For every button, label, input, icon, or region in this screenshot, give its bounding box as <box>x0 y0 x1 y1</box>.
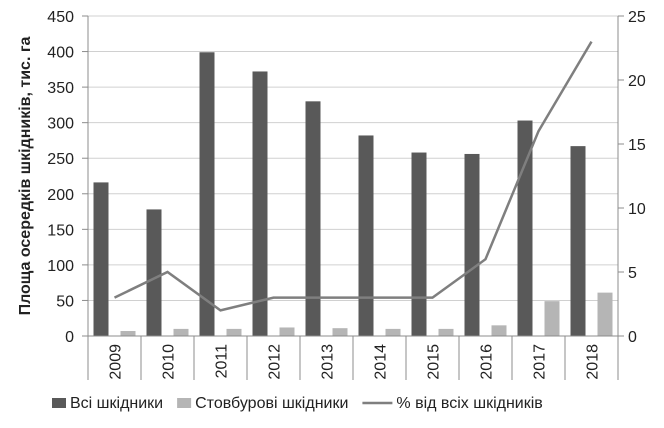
x-tick-label: 2017 <box>532 344 549 380</box>
legend-swatch <box>52 398 66 408</box>
bar-all-pests <box>570 146 586 336</box>
x-tick-label: 2011 <box>214 344 231 379</box>
x-tick-label: 2012 <box>267 344 284 380</box>
y-tick-label: 400 <box>47 45 74 62</box>
legend-label: % від всіх шкідників <box>396 395 542 412</box>
y-tick-label: 350 <box>47 80 74 97</box>
x-tick-label: 2015 <box>426 344 443 380</box>
y2-tick-labels: 0 5 10 15 20 25 <box>628 9 646 346</box>
y-tick-label: 100 <box>47 258 74 275</box>
legend-swatch <box>177 398 192 408</box>
bar-stem-pests <box>332 328 348 336</box>
legend: Всі шкідники Стовбурові шкідники % від всі… <box>52 395 543 412</box>
bar-all-pests <box>411 152 427 336</box>
x-tick-labels: 2009 2010 2011 2012 2013 2014 2015 2016 2017 2018 <box>108 344 602 380</box>
percent-line <box>113 40 593 312</box>
axes <box>82 15 624 380</box>
y-tick-label: 250 <box>47 151 74 168</box>
percent-series-line <box>113 40 593 312</box>
y-tick-label: 450 <box>47 9 74 26</box>
y2-tick-label: 0 <box>628 329 637 346</box>
bar-all-pests <box>358 135 374 336</box>
legend-label: Всі шкідники <box>70 395 163 412</box>
y-tick-label: 200 <box>47 187 74 204</box>
x-tick-label: 2013 <box>320 344 337 380</box>
y-tick-label: 150 <box>47 222 74 239</box>
bar-stem-pests <box>491 325 507 336</box>
x-tick-label: 2009 <box>108 344 125 380</box>
x-tick-label: 2016 <box>479 344 496 380</box>
bar-stem-pests <box>279 327 295 336</box>
y-tick-label: 300 <box>47 116 74 133</box>
x-tick-label: 2014 <box>373 344 390 380</box>
legend-label: Стовбурові шкідники <box>195 395 348 412</box>
y2-tick-label: 5 <box>628 265 637 282</box>
bar-stem-pests <box>226 328 242 336</box>
y-tick-label: 0 <box>65 329 74 346</box>
bar-all-pests <box>252 71 268 336</box>
bar-stem-pests <box>385 328 401 336</box>
bar-stem-pests <box>173 328 189 336</box>
bar-stem-pests <box>120 331 136 336</box>
bar-all-pests <box>146 209 162 336</box>
y2-tick-label: 15 <box>628 137 646 154</box>
y2-tick-label: 25 <box>628 9 646 26</box>
bar-stem-pests <box>597 292 613 336</box>
bar-all-pests <box>93 182 109 336</box>
x-tick-label: 2010 <box>161 344 178 380</box>
x-tick-label: 2018 <box>585 344 602 380</box>
bar-stem-pests <box>544 301 560 336</box>
gridlines <box>88 15 618 301</box>
y2-tick-label: 20 <box>628 73 646 90</box>
y2-tick-label: 10 <box>628 201 646 218</box>
bar-all-pests <box>464 153 480 336</box>
y-tick-labels: 0 50 100 150 200 250 300 350 400 450 <box>47 9 74 346</box>
bar-all-pests <box>199 52 215 337</box>
bar-stem-pests <box>438 328 454 336</box>
y-tick-label: 50 <box>56 293 74 310</box>
y-axis-label: Площа осередків шкідників, тис. га <box>17 36 34 315</box>
bar-all-pests <box>305 101 321 336</box>
